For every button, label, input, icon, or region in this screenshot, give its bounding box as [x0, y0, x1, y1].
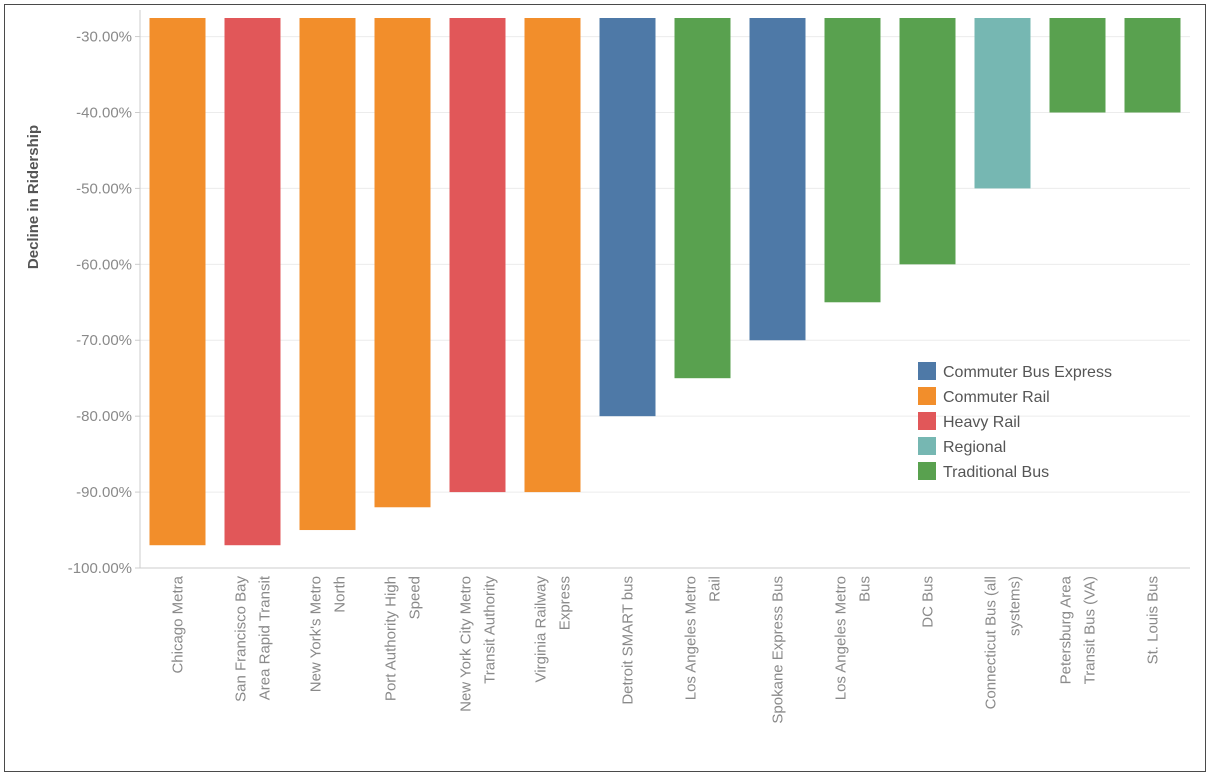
x-category-label: Connecticut Bus (all systems): [983, 576, 1024, 709]
x-category-label-line: San Francisco Bay: [233, 576, 250, 702]
x-category-label-line: St. Louis Bus: [1145, 576, 1162, 664]
x-category-label-line: Petersburg Area: [1058, 575, 1075, 684]
x-category-label-line: Rail: [707, 576, 724, 602]
axes: [139, 10, 1190, 569]
legend-swatch: [918, 437, 936, 455]
x-category-label: Chicago Metra: [170, 575, 187, 673]
bar: [449, 18, 506, 493]
legend-swatch: [918, 462, 936, 480]
x-category-label-line: North: [332, 576, 349, 613]
bar: [1049, 18, 1106, 113]
bar: [299, 18, 356, 531]
bar: [224, 18, 281, 546]
x-category-label-line: DC Bus: [920, 576, 937, 628]
x-category-label-line: Chicago Metra: [170, 575, 187, 673]
x-category-label-line: Detroit SMART bus: [620, 576, 637, 705]
x-category-label: Los Angeles Metro Bus: [833, 576, 874, 700]
x-category-label: San Francisco Bay Area Rapid Transit: [233, 575, 274, 702]
x-category-label-line: Virginia Railway: [533, 576, 550, 683]
x-category-label: Spokane Express Bus: [770, 576, 787, 724]
x-category-label: Petersburg Area Transit Bus (VA): [1058, 575, 1099, 684]
bar: [899, 18, 956, 265]
y-tick-label: -70.00%: [76, 332, 132, 349]
x-category-label-line: Transit Authority: [482, 576, 499, 684]
bar: [674, 18, 731, 379]
legend-swatch: [918, 387, 936, 405]
legend-label: Regional: [943, 439, 1006, 456]
bar: [974, 18, 1031, 189]
x-category-label: Port Authority High Speed: [383, 576, 424, 701]
x-category-label-line: New York City Metro: [458, 576, 475, 712]
y-tick-label: -100.00%: [68, 560, 132, 577]
y-tick-label: -80.00%: [76, 408, 132, 425]
x-category-label-line: Connecticut Bus (all: [983, 576, 1000, 709]
x-category-label: New York's Metro North: [308, 576, 349, 692]
legend-label: Traditional Bus: [943, 464, 1049, 481]
x-category-label: Detroit SMART bus: [620, 576, 637, 705]
x-category-label: St. Louis Bus: [1145, 576, 1162, 664]
x-category-label-line: Speed: [407, 576, 424, 619]
x-category-label-line: Bus: [857, 576, 874, 602]
bar: [524, 18, 581, 493]
x-category-label-line: Transit Bus (VA): [1082, 576, 1099, 684]
x-category-label: New York City Metro Transit Authority: [458, 576, 499, 712]
bar: [599, 18, 656, 417]
x-category-label-line: Area Rapid Transit: [257, 575, 274, 700]
x-category-label: Los Angeles Metro Rail: [683, 576, 724, 700]
y-tick-label: -40.00%: [76, 104, 132, 121]
x-category-label-line: systems): [1007, 576, 1024, 636]
x-category-label-line: Port Authority High: [383, 576, 400, 701]
x-category-label: Virginia Railway Express: [533, 576, 574, 683]
grid-lines: [135, 36, 1190, 569]
x-category-labels: Chicago Metra San Francisco Bay Area Rapid…: [170, 575, 1162, 723]
bar: [149, 18, 206, 546]
y-tick-label: -50.00%: [76, 180, 132, 197]
bar: [1124, 18, 1181, 113]
legend-label: Commuter Bus Express: [943, 364, 1112, 381]
bar: [824, 18, 881, 303]
legend-label: Commuter Rail: [943, 389, 1050, 406]
bar: [374, 18, 431, 508]
y-tick-labels: -30.00% -40.00% -50.00% -60.00% -70.00% -80.0…: [68, 29, 132, 577]
legend-swatch: [918, 362, 936, 380]
y-tick-label: -60.00%: [76, 256, 132, 273]
x-category-label-line: Los Angeles Metro: [833, 576, 850, 700]
legend: Commuter Bus Express Commuter Rail Heavy R…: [918, 362, 1112, 481]
x-category-label-line: Express: [557, 576, 574, 630]
bar: [749, 18, 806, 341]
x-category-label-line: Spokane Express Bus: [770, 576, 787, 724]
x-category-label: DC Bus: [920, 576, 937, 628]
bars: [149, 18, 1181, 546]
legend-swatch: [918, 412, 936, 430]
legend-label: Heavy Rail: [943, 414, 1020, 431]
y-axis-title: Decline in Ridership: [25, 125, 42, 269]
y-tick-label: -30.00%: [76, 29, 132, 46]
x-category-label-line: New York's Metro: [308, 576, 325, 692]
y-tick-label: -90.00%: [76, 484, 132, 501]
x-category-label-line: Los Angeles Metro: [683, 576, 700, 700]
